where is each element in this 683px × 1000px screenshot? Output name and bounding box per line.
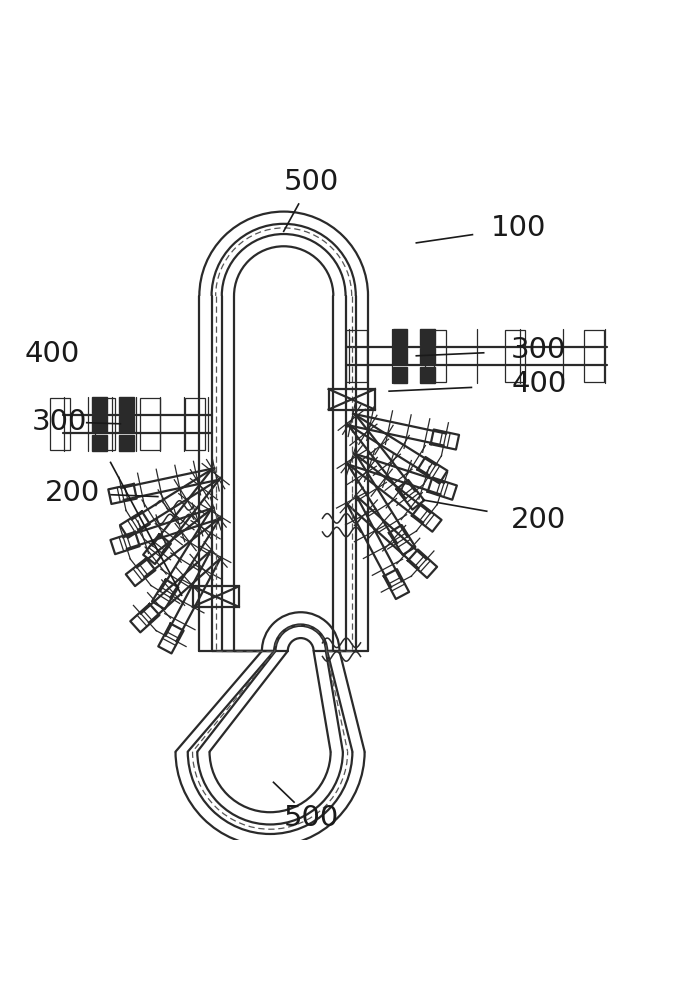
Polygon shape <box>393 348 408 364</box>
Polygon shape <box>92 435 107 451</box>
Polygon shape <box>420 329 434 345</box>
Bar <box>140 398 161 450</box>
Text: 100: 100 <box>490 214 546 242</box>
Bar <box>346 330 367 382</box>
Text: 200: 200 <box>511 506 566 534</box>
Text: 300: 300 <box>511 336 566 364</box>
Bar <box>329 389 375 410</box>
Text: 500: 500 <box>283 168 339 196</box>
Bar <box>193 586 239 607</box>
Text: 400: 400 <box>25 340 80 368</box>
Polygon shape <box>393 329 408 345</box>
Text: 200: 200 <box>45 479 100 507</box>
Polygon shape <box>393 367 408 383</box>
Bar <box>426 330 446 382</box>
Polygon shape <box>420 367 434 383</box>
Polygon shape <box>119 397 134 413</box>
Text: 300: 300 <box>31 408 87 436</box>
Polygon shape <box>92 416 107 432</box>
Polygon shape <box>92 397 107 413</box>
Bar <box>50 398 70 450</box>
Bar <box>185 398 206 450</box>
Bar <box>95 398 115 450</box>
Polygon shape <box>420 348 434 364</box>
Bar <box>505 330 525 382</box>
Bar <box>584 330 604 382</box>
Polygon shape <box>119 416 134 432</box>
Text: 400: 400 <box>511 370 566 398</box>
Polygon shape <box>119 435 134 451</box>
Text: 500: 500 <box>283 804 339 832</box>
